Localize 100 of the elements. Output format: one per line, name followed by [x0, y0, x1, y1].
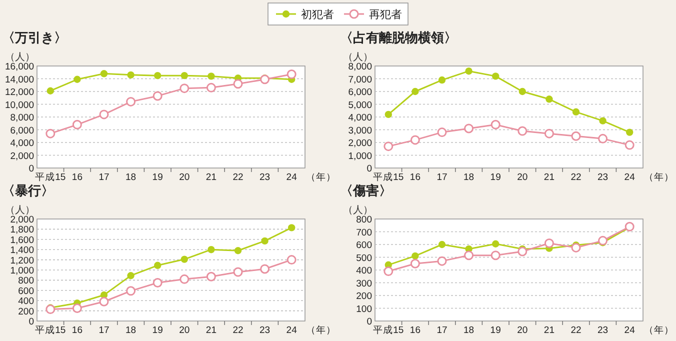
x-tick-label: 17 — [436, 172, 448, 183]
x-tick-label: 19 — [152, 325, 163, 336]
y-tick-label: 12,000 — [4, 87, 34, 98]
x-tick-label: 21 — [206, 325, 216, 336]
x-tick-label: 20 — [179, 325, 190, 336]
point — [544, 128, 554, 138]
point — [410, 135, 420, 145]
x-tick-label: 20 — [179, 172, 190, 183]
point — [286, 255, 296, 265]
y-tick-label: 1,400 — [10, 245, 34, 256]
point — [152, 91, 162, 101]
point — [437, 128, 447, 138]
point — [518, 88, 526, 96]
x-tick-label: 24 — [286, 172, 297, 183]
x-axis-title: （年） — [644, 324, 674, 336]
point — [127, 71, 134, 79]
chart-title: 〈占有離脱物横領〉 — [340, 30, 457, 45]
y-tick-label: 7,000 — [348, 74, 372, 86]
x-tick-label: 22 — [570, 172, 582, 183]
point — [206, 272, 216, 282]
point — [544, 238, 554, 248]
y-tick-label: 2,000 — [10, 214, 34, 226]
point — [180, 84, 190, 94]
point — [572, 108, 580, 116]
y-tick-label: 400 — [356, 266, 372, 276]
point — [384, 266, 394, 276]
point — [624, 140, 634, 150]
x-tick-label: 21 — [544, 325, 554, 336]
x-tick-label: 17 — [98, 172, 110, 183]
point — [233, 79, 243, 89]
point — [99, 110, 109, 120]
point — [626, 128, 634, 136]
chart-title: 〈傷害〉 — [340, 183, 392, 198]
x-tick-label: 21 — [206, 172, 216, 183]
x-tick-label: 21 — [544, 172, 554, 183]
point — [260, 264, 270, 274]
x-tick-label: 19 — [490, 172, 501, 183]
point — [599, 117, 606, 124]
point — [152, 278, 162, 288]
point — [180, 274, 190, 284]
x-tick-label: 24 — [624, 172, 635, 183]
y-tick-label: 16,000 — [4, 62, 34, 72]
x-tick-label: 19 — [152, 172, 163, 183]
point — [46, 128, 56, 138]
chart-title: 〈暴行〉 — [2, 183, 54, 198]
point — [208, 72, 215, 80]
point — [261, 237, 268, 245]
x-tick-label: 22 — [232, 325, 244, 336]
point — [99, 296, 109, 306]
x-tick-label: 23 — [260, 325, 270, 336]
x-tick-label: 平成15 — [35, 171, 66, 183]
y-tick-label: 5,000 — [348, 100, 372, 111]
y-axis-title: （人） — [5, 52, 35, 63]
point — [518, 126, 528, 136]
point — [206, 82, 216, 92]
point — [100, 70, 108, 78]
y-tick-label: 800 — [356, 214, 372, 226]
x-tick-label: 24 — [624, 325, 635, 336]
x-tick-label: 17 — [98, 325, 110, 336]
x-tick-label: 22 — [232, 172, 244, 183]
point — [438, 76, 446, 84]
chart-title: 〈万引き〉 — [2, 30, 67, 45]
point — [154, 262, 162, 270]
point — [74, 76, 81, 83]
y-axis-title: （人） — [343, 52, 373, 63]
x-tick-label: 22 — [570, 325, 582, 336]
x-tick-label: 19 — [490, 325, 501, 336]
y-tick-label: 100 — [356, 304, 372, 315]
x-tick-label: 20 — [517, 325, 528, 336]
point — [127, 272, 134, 280]
point — [437, 256, 447, 266]
y-tick-label: 800 — [18, 276, 34, 287]
point — [518, 246, 528, 256]
point — [490, 250, 500, 260]
y-tick-label: 2,000 — [10, 150, 34, 162]
y-tick-label: 1,000 — [348, 150, 372, 162]
x-tick-label: 23 — [598, 325, 608, 336]
y-tick-label: 300 — [356, 278, 372, 290]
point — [180, 72, 188, 80]
point — [412, 252, 419, 260]
y-tick-label: 6,000 — [348, 87, 372, 98]
x-tick-label: 20 — [517, 172, 528, 183]
y-tick-label: 8,000 — [10, 112, 34, 124]
y-tick-label: 2,000 — [348, 138, 372, 149]
point — [464, 124, 474, 134]
y-tick-label: 0 — [366, 316, 372, 328]
point — [260, 74, 270, 84]
legend-label: 初犯者 — [301, 8, 334, 21]
y-tick-label: 0 — [28, 316, 34, 328]
x-tick-label: 平成15 — [373, 324, 404, 336]
point — [180, 256, 188, 263]
y-tick-label: 500 — [356, 252, 372, 264]
y-tick-label: 4,000 — [348, 112, 372, 124]
x-tick-label: 18 — [126, 172, 136, 183]
x-tick-label: 18 — [464, 325, 474, 336]
point — [288, 224, 296, 232]
x-tick-label: 16 — [410, 172, 420, 183]
y-tick-label: 3,000 — [348, 125, 372, 136]
point — [208, 246, 215, 254]
point — [384, 142, 394, 152]
